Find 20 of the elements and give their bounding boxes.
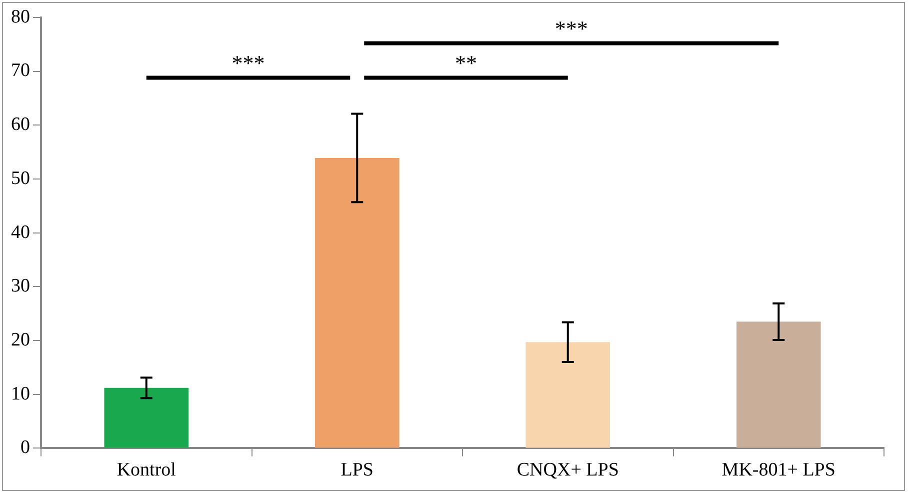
x-tick-label: LPS [340, 460, 374, 481]
y-tick-label: 10 [11, 383, 30, 404]
x-tick-label: CNQX+ LPS [516, 460, 619, 481]
y-tick-label: 70 [11, 60, 30, 82]
y-tick-label: 40 [11, 222, 30, 243]
bar [104, 388, 189, 448]
x-tick-label: MK-801+ LPS [722, 460, 836, 481]
annotation: ** [455, 50, 477, 76]
x-tick-label: Kontrol [116, 460, 176, 481]
annotation: *** [232, 50, 265, 76]
y-tick-label: 60 [11, 114, 30, 136]
y-tick-label: 20 [11, 329, 30, 350]
bar [736, 322, 821, 448]
y-tick-label: 30 [11, 276, 30, 297]
y-tick-label: 80 [11, 6, 30, 28]
y-tick-label: 0 [20, 437, 30, 458]
bar [526, 342, 610, 448]
annotation: *** [554, 16, 588, 42]
y-tick-label: 50 [11, 168, 30, 189]
bar [314, 158, 400, 448]
